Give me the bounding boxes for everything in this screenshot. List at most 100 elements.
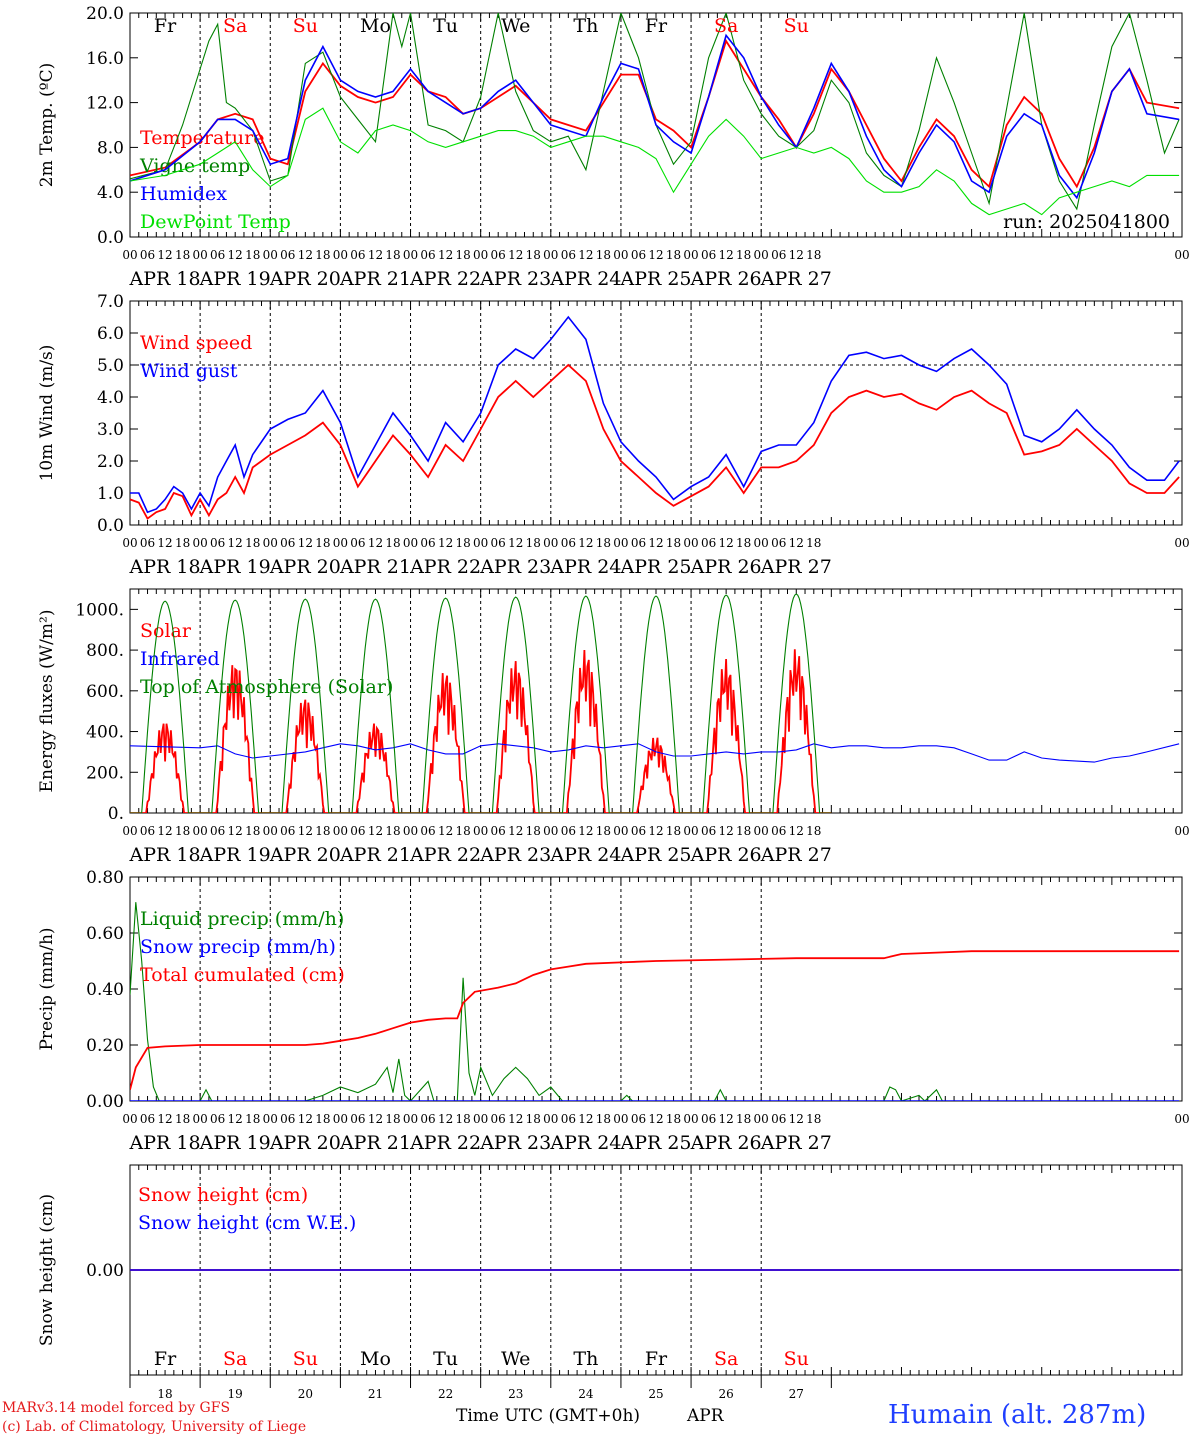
hour-tick-label: 18 (736, 1112, 751, 1126)
weekday-label: Fr (645, 15, 668, 37)
weekday-label: Fr (645, 1348, 668, 1370)
weekday-label: Fr (154, 1348, 177, 1370)
day-number-label: 27 (789, 1387, 804, 1401)
date-label: APR 21 (339, 844, 411, 866)
series-line-vigne-temp (130, 13, 1180, 211)
hour-tick-label: 06 (561, 1112, 576, 1126)
day-number-label: 24 (578, 1387, 594, 1401)
hour-tick-label: 12 (578, 536, 593, 550)
hour-tick-label: 12 (508, 1112, 523, 1126)
y-axis-label: Precip (mm/h) (37, 927, 57, 1050)
hour-tick-label: 00 (192, 536, 207, 550)
weekday-label: Su (784, 15, 809, 37)
legend-entry: Wind speed (140, 332, 252, 354)
date-label: APR 21 (339, 556, 411, 578)
hour-tick-label: 12 (368, 824, 383, 838)
hour-tick-label: 18 (175, 824, 190, 838)
hour-tick-label: 00 (403, 824, 418, 838)
date-label: APR 25 (619, 556, 691, 578)
date-label: APR 23 (479, 844, 551, 866)
hour-tick-label: 18 (455, 1112, 470, 1126)
hour-tick-label: 00 (263, 536, 278, 550)
hour-tick-label: 06 (350, 1112, 365, 1126)
legend-entry: DewPoint Temp (140, 211, 291, 233)
hour-tick-label: 18 (596, 1112, 611, 1126)
hour-tick-label: 06 (631, 824, 646, 838)
hour-tick-label: 00 (754, 248, 769, 262)
hour-tick-label: 06 (701, 824, 716, 838)
hour-tick-label: 12 (718, 536, 733, 550)
hour-tick-label: 06 (491, 536, 506, 550)
hour-tick-label: 12 (298, 248, 313, 262)
hour-tick-label: 06 (631, 248, 646, 262)
hour-tick-label: 06 (561, 536, 576, 550)
y-tick-label: 12.0 (86, 94, 124, 114)
series-line-wind-gust (130, 315, 1180, 514)
panel-frame (129, 300, 1183, 526)
date-label: APR 18 (129, 844, 201, 866)
date-label: APR 26 (690, 1132, 762, 1154)
location-label: Humain (alt. 287m) (888, 1400, 1147, 1430)
legend-entry: Snow height (cm W.E.) (138, 1212, 356, 1234)
hour-tick-label: 00 (683, 248, 698, 262)
y-tick-label: 0.20 (86, 1036, 124, 1056)
hour-tick-label: 18 (385, 824, 400, 838)
hour-tick-label: 00 (333, 248, 348, 262)
hour-tick-label: 12 (157, 824, 172, 838)
hour-tick-label: 00 (1174, 1112, 1189, 1126)
y-tick-label: 16.0 (86, 49, 124, 69)
hour-tick-label: 00 (473, 248, 488, 262)
hour-tick-label: 06 (701, 536, 716, 550)
date-label: APR 24 (549, 1132, 621, 1154)
hour-tick-label: 00 (403, 248, 418, 262)
date-label: APR 20 (269, 1132, 341, 1154)
weekday-label: Mo (360, 1348, 391, 1370)
hour-tick-label: 06 (420, 248, 435, 262)
day-number-label: 23 (508, 1387, 523, 1401)
hour-tick-label: 12 (438, 1112, 453, 1126)
hour-tick-label: 06 (491, 824, 506, 838)
hour-tick-label: 00 (333, 824, 348, 838)
hour-tick-label: 06 (631, 536, 646, 550)
series-line-total-cumulated-cm- (130, 950, 1180, 1091)
date-label: APR 24 (549, 268, 621, 290)
date-label: APR 18 (129, 1132, 201, 1154)
hour-tick-label: 06 (771, 248, 786, 262)
hour-tick-label: 12 (438, 824, 453, 838)
hour-tick-label: 06 (350, 824, 365, 838)
hour-tick-label: 18 (175, 1112, 190, 1126)
series-line-dewpoint-temp (130, 107, 1180, 216)
hour-tick-label: 12 (228, 536, 243, 550)
series-line-liquid-precip-mm-h- (130, 902, 1180, 1101)
x-axis-month: APR (687, 1406, 724, 1426)
hour-tick-label: 18 (315, 248, 330, 262)
date-label: APR 19 (199, 1132, 271, 1154)
legend-entry: Humidex (140, 183, 227, 205)
hour-tick-label: 06 (350, 536, 365, 550)
hour-tick-label: 12 (648, 1112, 663, 1126)
date-label: APR 26 (690, 844, 762, 866)
model-credit: MARv3.14 model forced by GFS (2, 1400, 231, 1416)
y-tick-label: 20.0 (86, 4, 124, 24)
date-label: APR 20 (269, 556, 341, 578)
hour-tick-label: 12 (228, 824, 243, 838)
day-number-label: 25 (648, 1387, 663, 1401)
date-label: APR 22 (409, 844, 481, 866)
hour-tick-label: 18 (806, 1112, 821, 1126)
hour-tick-label: 12 (578, 1112, 593, 1126)
hour-tick-label: 12 (718, 824, 733, 838)
day-number-label: 21 (368, 1387, 383, 1401)
hour-tick-label: 06 (561, 248, 576, 262)
hour-tick-label: 00 (754, 1112, 769, 1126)
y-tick-label: 7.0 (97, 292, 124, 312)
hour-tick-label: 00 (543, 1112, 558, 1126)
hour-tick-label: 12 (228, 248, 243, 262)
hour-tick-label: 06 (701, 1112, 716, 1126)
hour-tick-label: 12 (157, 536, 172, 550)
hour-tick-label: 18 (526, 1112, 541, 1126)
hour-tick-label: 00 (473, 536, 488, 550)
hour-tick-label: 06 (210, 248, 225, 262)
hour-tick-label: 06 (140, 1112, 155, 1126)
hour-tick-label: 12 (157, 248, 172, 262)
weekday-label: Mo (360, 15, 391, 37)
